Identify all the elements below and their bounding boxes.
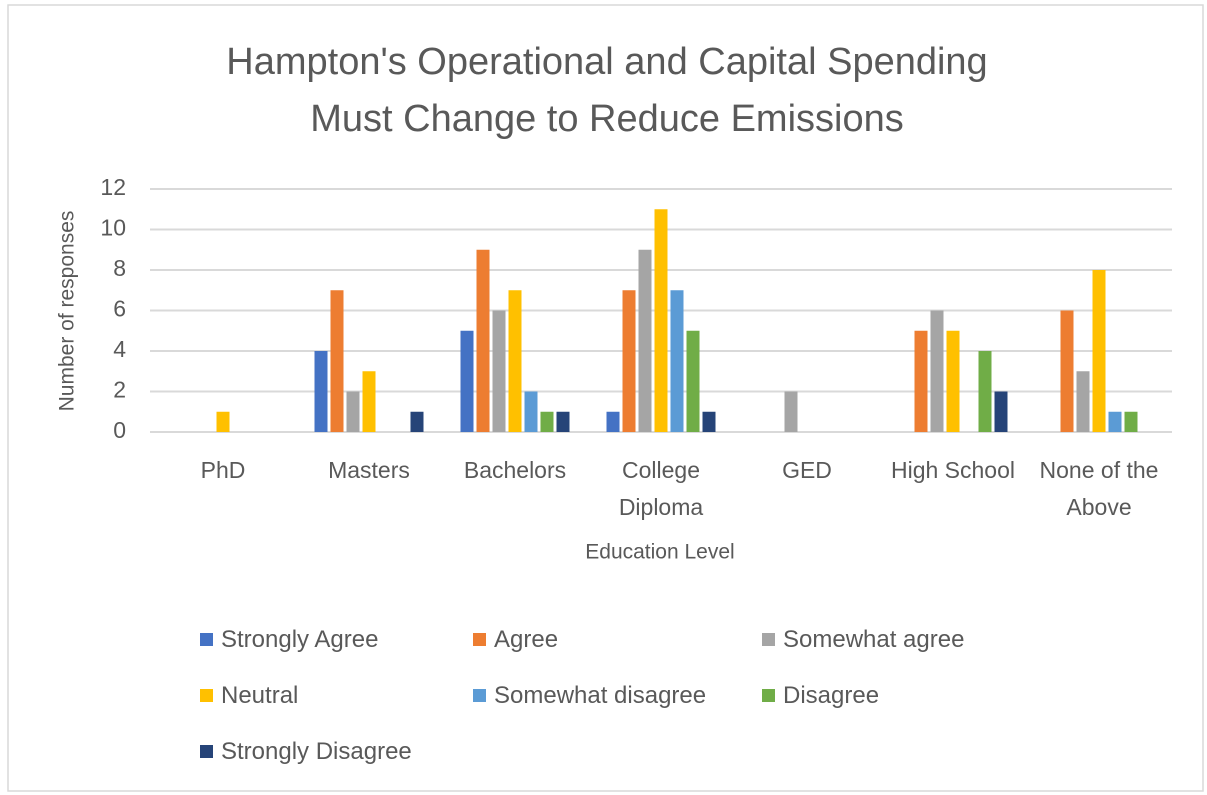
x-tick-label: GED [782, 457, 832, 483]
legend-item: Somewhat agree [762, 625, 964, 655]
x-tick-label: Masters [328, 457, 410, 483]
legend-label: Agree [494, 626, 559, 653]
legend-swatch [473, 633, 486, 646]
bar [930, 310, 944, 432]
legend-label: Disagree [783, 682, 880, 709]
bar [946, 330, 960, 432]
bar [216, 411, 230, 432]
legend-swatch [200, 633, 213, 646]
legend-item: Agree [473, 625, 558, 655]
x-tick-label: Bachelors [463, 457, 567, 483]
bar [978, 351, 992, 432]
bar [556, 411, 570, 432]
x-axis-title: Education Level [585, 541, 734, 564]
legend-swatch [473, 689, 486, 702]
bar [670, 290, 684, 432]
legend-item: Strongly Disagree [200, 737, 412, 767]
x-tick-label: None of the Above [1039, 457, 1159, 520]
x-tick-label: PhD [200, 457, 246, 483]
y-tick-label: 10 [100, 215, 126, 241]
bar [1092, 270, 1106, 432]
y-tick-label: 2 [113, 377, 126, 403]
legend-swatch [200, 745, 213, 758]
bar [410, 411, 424, 432]
bar [1060, 310, 1074, 432]
legend-swatch [762, 689, 775, 702]
bar [1076, 371, 1090, 432]
bar [654, 209, 668, 432]
bar [492, 310, 506, 432]
y-tick-label: 8 [113, 255, 126, 281]
bar [1124, 411, 1138, 432]
y-tick-label: 12 [100, 174, 126, 200]
y-axis-title: Number of responses [56, 211, 79, 412]
bar [606, 411, 620, 432]
legend-label: Somewhat agree [783, 626, 965, 653]
bar [476, 249, 490, 432]
bar [524, 391, 538, 432]
x-tick-label: High School [890, 457, 1016, 483]
bar [346, 391, 360, 432]
bar [1108, 411, 1122, 432]
bar [330, 290, 344, 432]
legend-swatch [200, 689, 213, 702]
bar [994, 391, 1008, 432]
legend-item: Somewhat disagree [473, 681, 706, 711]
legend-item: Strongly Agree [200, 625, 378, 655]
legend-swatch [762, 633, 775, 646]
bar [686, 330, 700, 432]
bar [508, 290, 522, 432]
legend-label: Somewhat disagree [494, 682, 707, 709]
legend-label: Strongly Agree [221, 626, 379, 653]
bar [460, 330, 474, 432]
bar [914, 330, 928, 432]
bar [784, 391, 798, 432]
y-tick-label: 6 [113, 296, 126, 322]
bar [314, 351, 328, 432]
x-tick-label: College Diploma [618, 457, 704, 520]
bar [622, 290, 636, 432]
legend-label: Strongly Disagree [221, 738, 412, 765]
legend-label: Neutral [221, 682, 299, 709]
bar [362, 371, 376, 432]
y-tick-label: 0 [113, 417, 126, 443]
y-tick-label: 4 [113, 336, 126, 362]
legend-item: Neutral [200, 681, 298, 711]
bar [540, 411, 554, 432]
chart-title: Hampton's Operational and Capital Spendi… [226, 41, 987, 140]
bar [638, 249, 652, 432]
legend-item: Disagree [762, 681, 879, 711]
bar [702, 411, 716, 432]
